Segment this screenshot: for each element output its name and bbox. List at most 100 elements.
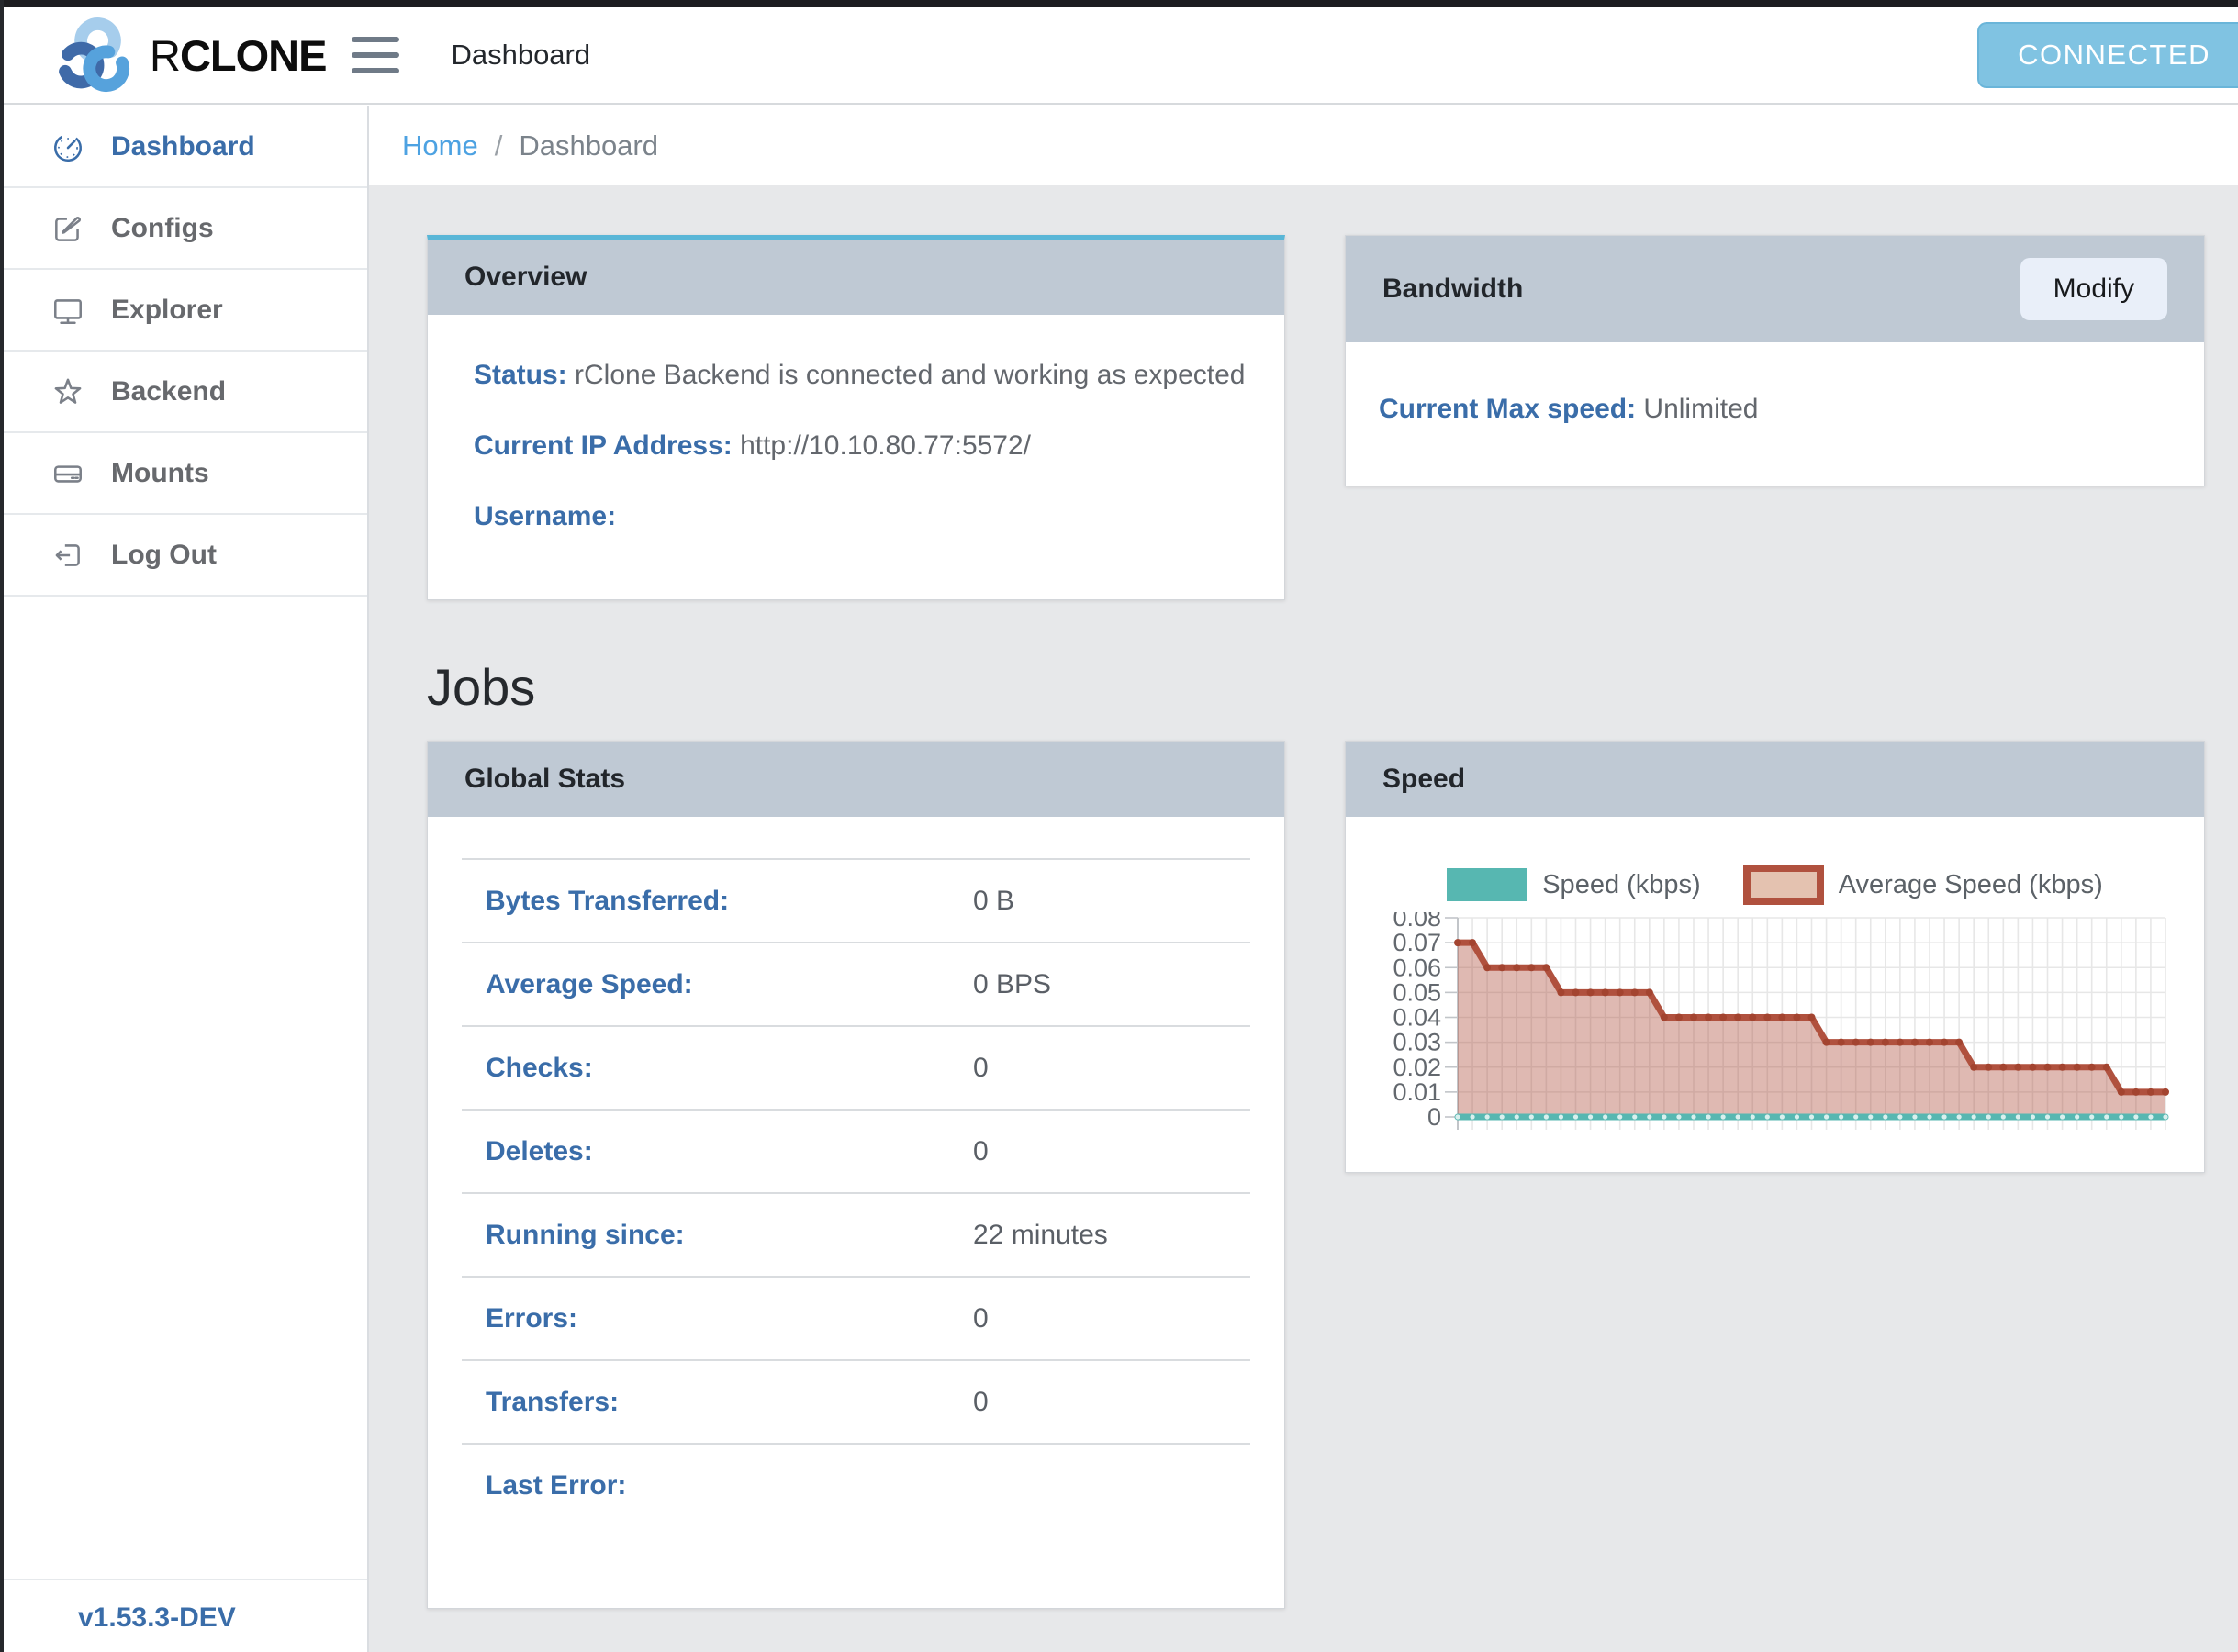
sidebar-item-label: Backend [111,375,227,407]
global-stats-card-title: Global Stats [464,764,626,794]
overview-card-header: Overview [428,240,1284,315]
top-cards-row: Overview Status: rClone Backend is conne… [427,235,2238,600]
modify-bandwidth-button[interactable]: Modify [2020,258,2167,320]
connected-status-button[interactable]: CONNECTED [1977,22,2238,88]
stat-row-transfers: Transfers: 0 [462,1359,1250,1443]
stat-label: Bytes Transferred: [486,885,730,916]
sidebar-item-explorer[interactable]: Explorer [0,270,367,352]
stat-value: 0 [973,1135,989,1166]
stat-row-errors: Errors: 0 [462,1276,1250,1359]
speed-card: Speed Speed (kbps) Average Speed (kbps) [1345,741,2205,1173]
jobs-heading: Jobs [427,658,536,716]
stat-row-deletes: Deletes: 0 [462,1109,1250,1192]
status-label: Status: [474,360,567,390]
sidebar-item-mounts[interactable]: Mounts [0,433,367,515]
overview-card-title: Overview [464,262,587,292]
username-row: Username: [474,500,1248,532]
breadcrumb-home-link[interactable]: Home [402,129,478,162]
stat-label: Last Error: [486,1469,627,1501]
sidebar-item-label: Log Out [111,539,217,570]
stat-label: Average Speed: [486,968,693,999]
average-speed-legend-label: Average Speed (kbps) [1838,869,2103,899]
page-title: Dashboard [451,39,591,71]
bandwidth-card-header: Bandwidth Modify [1346,236,2204,342]
ip-address-label: Current IP Address: [474,430,733,461]
stat-row-checks: Checks: 0 [462,1025,1250,1109]
bandwidth-card-body: Current Max speed: Unlimited [1346,342,2204,425]
stat-label: Errors: [486,1302,578,1334]
overview-card: Overview Status: rClone Backend is conne… [427,235,1285,600]
sidebar-item-logout[interactable]: Log Out [0,515,367,597]
svg-text:0.06: 0.06 [1393,954,1441,981]
svg-text:0.04: 0.04 [1393,1004,1441,1032]
bandwidth-card-title: Bandwidth [1382,273,1524,304]
sidebar: Dashboard Configs Explorer Backend [0,106,369,1652]
speed-card-header: Speed [1346,742,2204,817]
global-stats-body: Bytes Transferred: 0 B Average Speed: 0 … [428,817,1284,1526]
stat-label: Transfers: [486,1386,620,1417]
svg-text:0.02: 0.02 [1393,1054,1441,1081]
svg-text:0: 0 [1427,1103,1441,1131]
rclone-logo[interactable]: RCLONE [50,13,327,97]
max-speed-label: Current Max speed: [1379,394,1637,424]
star-icon [54,378,82,404]
stat-value: 0 [973,1302,989,1334]
sidebar-item-label: Explorer [111,294,223,325]
stat-value: 0 [973,1052,989,1083]
legend-item-average-speed[interactable]: Average Speed (kbps) [1742,865,2103,905]
logout-icon [55,543,80,566]
username-label: Username: [474,501,617,531]
ip-address-value: http://10.10.80.77:5572/ [740,430,1032,461]
speed-legend-label: Speed (kbps) [1542,869,1701,899]
drive-icon [54,464,82,483]
stat-value: 22 minutes [973,1219,1108,1250]
sidebar-item-dashboard[interactable]: Dashboard [0,106,367,188]
window-left-edge [0,0,4,1652]
svg-text:0.03: 0.03 [1393,1029,1441,1056]
bandwidth-card: Bandwidth Modify Current Max speed: Unli… [1345,235,2205,486]
speed-legend-swatch [1447,868,1528,901]
svg-text:0.07: 0.07 [1393,929,1441,956]
sidebar-item-label: Mounts [111,457,209,488]
sidebar-item-configs[interactable]: Configs [0,188,367,270]
stat-label: Deletes: [486,1135,593,1166]
app-version: v1.53.3-DEV [0,1579,367,1652]
average-speed-legend-swatch [1742,865,1824,905]
stat-row-bytes-transferred: Bytes Transferred: 0 B [462,858,1250,942]
gauge-icon [54,133,82,162]
ip-address-row: Current IP Address: http://10.10.80.77:5… [474,430,1248,462]
global-stats-card-header: Global Stats [428,742,1284,817]
stat-row-last-error: Last Error: [462,1443,1250,1526]
edit-icon [55,216,82,241]
stat-value: 0 B [973,885,1015,916]
legend-item-speed[interactable]: Speed (kbps) [1447,868,1701,901]
breadcrumb-separator: / [494,129,503,162]
svg-text:0.01: 0.01 [1393,1078,1441,1106]
app-header: RCLONE Dashboard CONNECTED [0,7,2238,105]
stat-label: Running since: [486,1219,685,1250]
sidebar-item-label: Configs [111,212,214,243]
max-speed-value: Unlimited [1643,394,1759,424]
speed-chart: 0 0.01 0.02 0.03 0.04 0.05 0.06 0.07 0.08 [1346,904,2204,1154]
content: Overview Status: rClone Backend is conne… [369,185,2238,1609]
breadcrumb-current: Dashboard [519,129,658,162]
menu-toggle-icon[interactable] [352,37,400,73]
stat-label: Checks: [486,1052,593,1083]
sidebar-item-backend[interactable]: Backend [0,352,367,433]
svg-text:0.05: 0.05 [1393,978,1441,1006]
sidebar-item-label: Dashboard [111,130,255,162]
chart-legend: Speed (kbps) Average Speed (kbps) [1346,865,2204,905]
jobs-cards-row: Global Stats Bytes Transferred: 0 B Aver… [427,741,2238,1609]
status-value: rClone Backend is connected and working … [575,360,1246,390]
svg-text:0.08: 0.08 [1393,912,1441,932]
window-top-edge [0,0,2238,7]
stat-value: 0 [973,1386,989,1417]
stat-value: 0 BPS [973,968,1052,999]
status-row: Status: rClone Backend is connected and … [474,359,1248,391]
main-area: Home / Dashboard Overview Status: rClone… [369,106,2238,1652]
brand-text: RCLONE [150,30,327,80]
speed-card-title: Speed [1382,764,1466,794]
breadcrumb: Home / Dashboard [369,106,2238,185]
monitor-icon [54,298,82,324]
